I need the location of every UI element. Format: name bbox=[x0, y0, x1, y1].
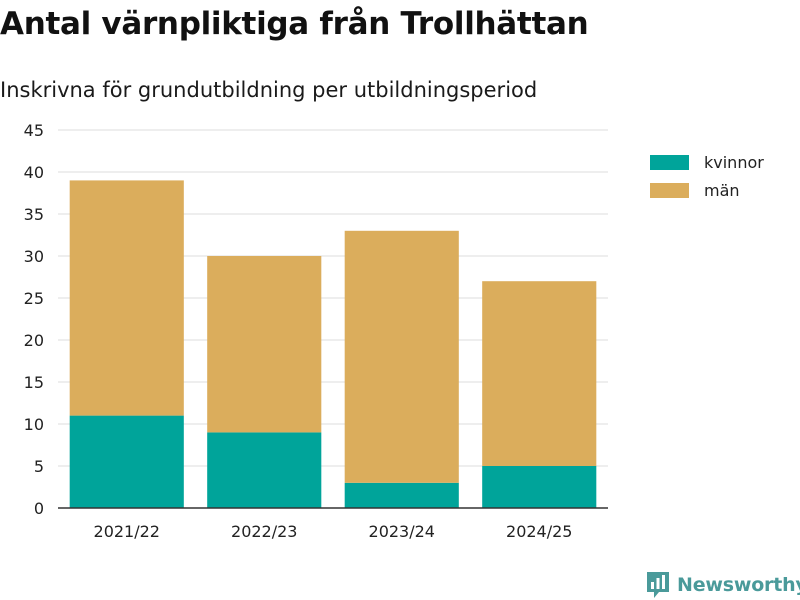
y-tick-label: 15 bbox=[24, 373, 44, 392]
y-tick-label: 20 bbox=[24, 331, 44, 350]
bar-kvinnor-2023-24 bbox=[344, 482, 459, 508]
y-tick-label: 45 bbox=[24, 121, 44, 140]
newsworthy-logo-icon bbox=[647, 572, 669, 598]
y-tick-label: 5 bbox=[34, 457, 44, 476]
brand-name: Newsworthy bbox=[677, 574, 800, 596]
legend-swatch-man bbox=[650, 182, 689, 198]
legend-swatch-kvinnor bbox=[650, 154, 689, 170]
chart-subtitle: Inskrivna för grundutbildning per utbild… bbox=[0, 78, 538, 102]
bar-mn-2024-25 bbox=[482, 281, 597, 466]
x-tick-label: 2023/24 bbox=[369, 522, 435, 541]
legend-label-man: män bbox=[704, 180, 740, 200]
bar-mn-2021-22 bbox=[69, 180, 184, 416]
bar-kvinnor-2021-22 bbox=[69, 415, 184, 508]
x-tick-label: 2024/25 bbox=[506, 522, 572, 541]
x-tick-label: 2022/23 bbox=[231, 522, 297, 541]
y-tick-label: 35 bbox=[24, 205, 44, 224]
y-tick-label: 40 bbox=[24, 163, 44, 182]
bar-kvinnor-2022-23 bbox=[207, 432, 322, 508]
bar-mn-2023-24 bbox=[344, 230, 459, 483]
legend-item-kvinnor[interactable]: kvinnor bbox=[650, 148, 764, 176]
bar-mn-2022-23 bbox=[207, 256, 322, 433]
y-tick-label: 10 bbox=[24, 415, 44, 434]
y-tick-label: 25 bbox=[24, 289, 44, 308]
bar-kvinnor-2024-25 bbox=[482, 466, 597, 508]
y-tick-label: 30 bbox=[24, 247, 44, 266]
y-tick-label: 0 bbox=[34, 499, 44, 518]
brand-logo[interactable]: Newsworthy bbox=[645, 570, 800, 600]
chart-title: Antal värnpliktiga från Trollhättan bbox=[0, 6, 589, 42]
x-tick-label: 2021/22 bbox=[94, 522, 160, 541]
legend: kvinnor män bbox=[650, 148, 764, 204]
legend-item-man[interactable]: män bbox=[650, 176, 764, 204]
legend-label-kvinnor: kvinnor bbox=[704, 152, 764, 172]
